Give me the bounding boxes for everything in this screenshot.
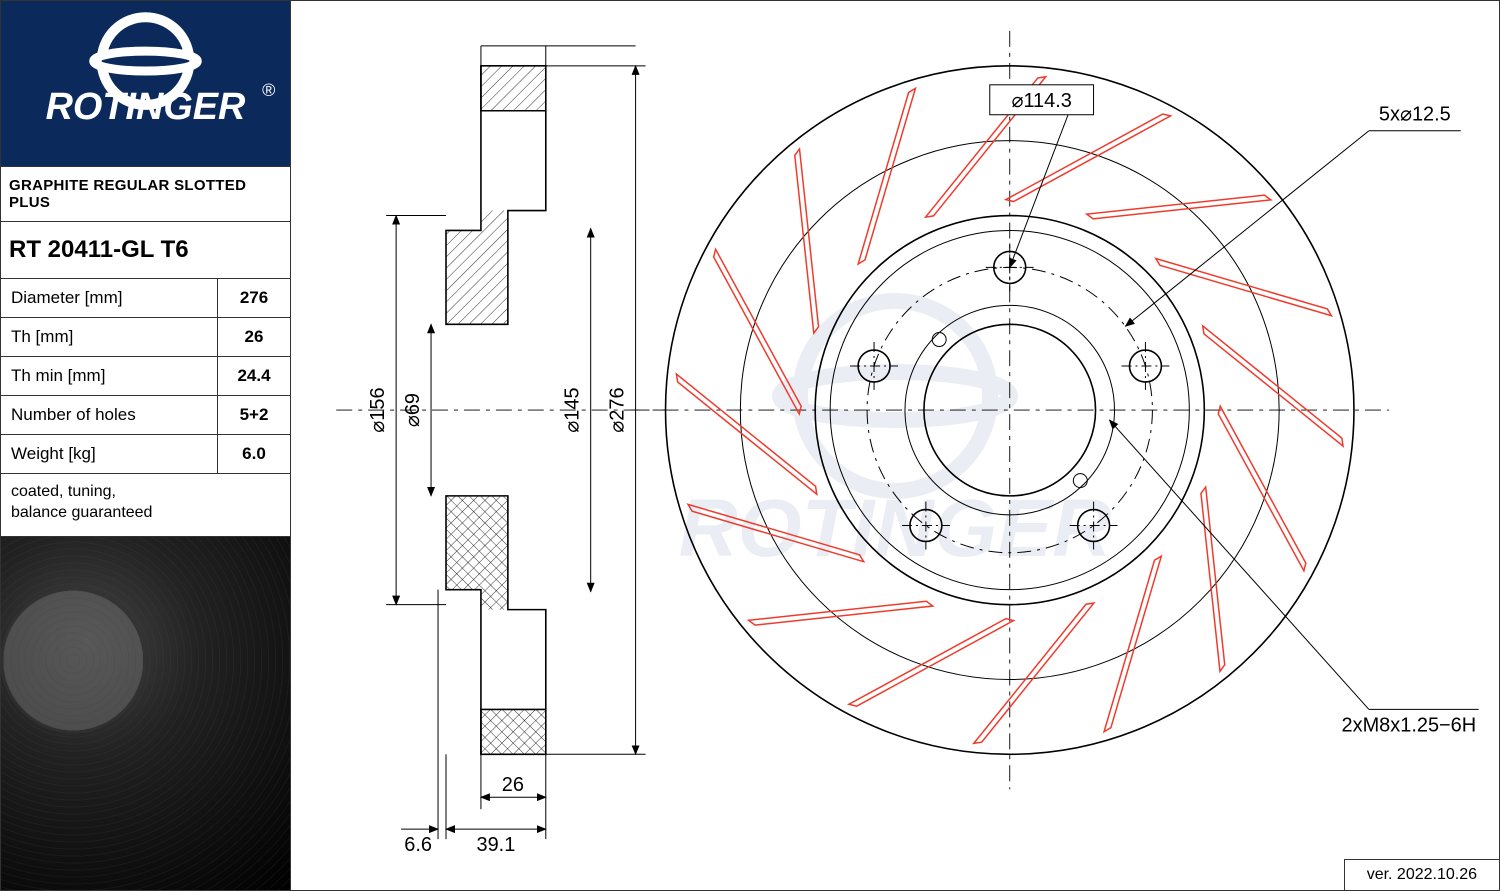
svg-text:⌀276: ⌀276 [607, 387, 629, 432]
spec-label: Diameter [mm] [1, 279, 218, 317]
spec-row: Th min [mm] 24.4 [1, 357, 290, 396]
spec-row: Diameter [mm] 276 [1, 279, 290, 318]
spec-value: 5+2 [218, 396, 290, 434]
dim-thread: 2xM8x1.25−6H [1342, 714, 1477, 736]
spec-value: 24.4 [218, 357, 290, 395]
version-label: ver. 2022.10.26 [1344, 859, 1499, 890]
spec-label: Th min [mm] [1, 357, 218, 395]
svg-text:6.6: 6.6 [404, 834, 432, 856]
callout-thread: 2xM8x1.25−6H [1110, 420, 1479, 736]
dim-d69: ⌀69 [402, 324, 431, 496]
dim-pcd: ⌀114.3 [1011, 90, 1071, 112]
brand-wordmark: ROTINGER [46, 86, 246, 128]
engineering-drawing: ⌀114.3 5x⌀12.5 2xM8x1.25−6H [291, 1, 1499, 890]
dim-d145: ⌀145 [562, 228, 591, 591]
svg-text:26: 26 [502, 774, 524, 796]
spec-label: Weight [kg] [1, 435, 218, 473]
dim-bolt: 5x⌀12.5 [1379, 104, 1451, 126]
part-number: RT 20411-GL T6 [1, 222, 290, 279]
spec-value: 6.0 [218, 435, 290, 473]
svg-text:®: ® [262, 80, 275, 100]
dim-39: 39.1 [446, 829, 546, 856]
spec-row: Weight [kg] 6.0 [1, 435, 290, 474]
section-view: ⌀276 ⌀145 ⌀156 ⌀69 [336, 46, 665, 856]
svg-text:⌀69: ⌀69 [402, 393, 424, 427]
series-name: GRAPHITE REGULAR SLOTTED PLUS [1, 166, 290, 222]
spec-row: Th [mm] 26 [1, 318, 290, 357]
spec-value: 26 [218, 318, 290, 356]
svg-text:⌀145: ⌀145 [562, 387, 584, 432]
svg-text:⌀156: ⌀156 [367, 387, 389, 432]
drawing-area: ROTINGER [291, 1, 1499, 890]
spec-value: 276 [218, 279, 290, 317]
svg-text:39.1: 39.1 [476, 834, 515, 856]
notes: coated, tuning, balance guaranteed [1, 474, 290, 537]
product-photo [1, 537, 290, 890]
callout-pcd: ⌀114.3 [990, 85, 1094, 268]
spec-row: Number of holes 5+2 [1, 396, 290, 435]
dim-26: 26 [481, 774, 546, 797]
info-panel: ROTINGER ® GRAPHITE REGULAR SLOTTED PLUS… [1, 1, 291, 890]
brand-logo: ROTINGER ® [1, 1, 290, 166]
brand-logo-box: ROTINGER ® [1, 1, 290, 166]
front-view: ⌀114.3 5x⌀12.5 2xM8x1.25−6H [631, 31, 1479, 789]
spec-label: Th [mm] [1, 318, 218, 356]
spec-label: Number of holes [1, 396, 218, 434]
page: ROTINGER ® GRAPHITE REGULAR SLOTTED PLUS… [0, 0, 1500, 891]
